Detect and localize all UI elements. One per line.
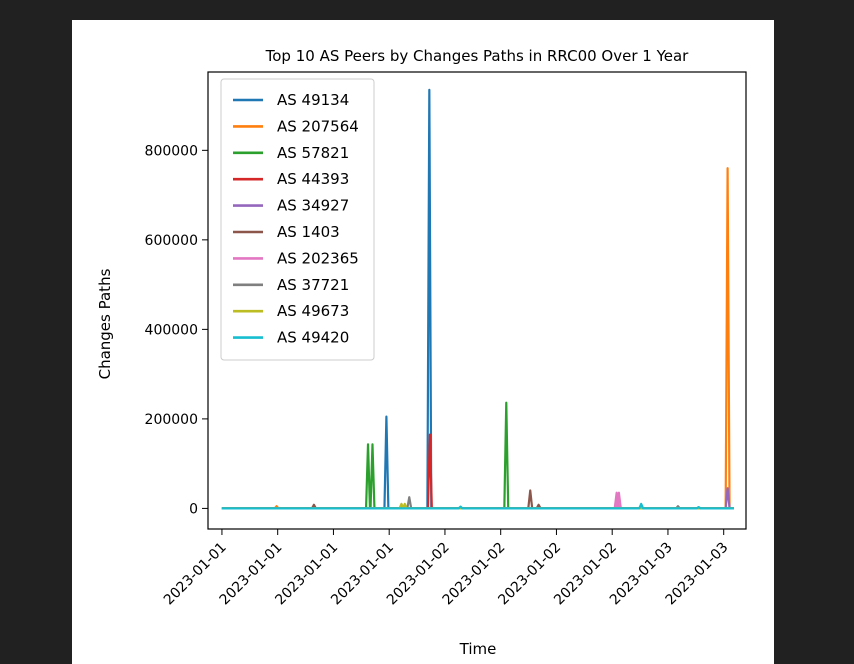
legend-label: AS 202365 — [277, 249, 359, 267]
y-tick-label: 200000 — [145, 412, 198, 428]
legend-label: AS 49420 — [277, 329, 349, 347]
legend-label: AS 49134 — [277, 91, 349, 109]
series-line-as-1403 — [221, 489, 734, 510]
legend-label: AS 34927 — [277, 197, 349, 215]
legend-label: AS 44393 — [277, 170, 349, 188]
legend-label: AS 49673 — [277, 302, 349, 320]
legend-label: AS 37721 — [277, 276, 349, 294]
series-line-as-37721 — [221, 496, 734, 510]
y-tick-label: 0 — [189, 501, 198, 517]
legend-label: AS 207564 — [277, 117, 359, 135]
series-line-as-57821 — [221, 401, 734, 510]
plot-area-frame — [207, 71, 747, 530]
line-chart: Top 10 AS Peers by Changes Paths in RRC0… — [96, 47, 747, 658]
legend-label: AS 57821 — [277, 144, 349, 162]
y-tick-label: 600000 — [145, 233, 198, 249]
series-line-as-34927 — [221, 487, 734, 510]
chart-figure: Top 10 AS Peers by Changes Paths in RRC0… — [72, 20, 774, 664]
legend: AS 49134 AS 207564 AS 57821 AS 44393 AS 3492… — [220, 78, 375, 361]
legend-frame — [220, 78, 375, 361]
chart-title: Top 10 AS Peers by Changes Paths in RRC0… — [265, 47, 690, 65]
series-line-as-202365 — [221, 491, 734, 510]
x-axis-label: Time — [459, 640, 497, 658]
y-tick-label: 400000 — [145, 322, 198, 338]
y-axis-label: Changes Paths — [96, 268, 114, 379]
series-line-as-44393 — [221, 433, 734, 510]
series-line-as-49420 — [221, 502, 734, 510]
y-tick-label: 800000 — [145, 143, 198, 159]
legend-label: AS 1403 — [277, 223, 340, 241]
